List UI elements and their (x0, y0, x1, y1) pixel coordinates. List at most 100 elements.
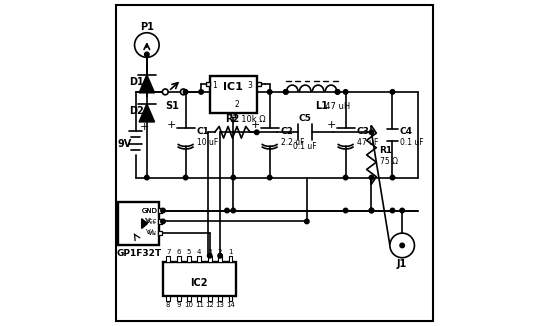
Text: 9: 9 (176, 302, 181, 308)
Text: Vᴵₙ: Vᴵₙ (148, 230, 157, 236)
Circle shape (369, 208, 374, 213)
Text: D1: D1 (129, 77, 144, 87)
Circle shape (183, 90, 188, 94)
Circle shape (163, 89, 168, 95)
Bar (218, 256, 222, 261)
Text: +: + (251, 120, 260, 130)
Text: 47 uF: 47 uF (357, 138, 378, 147)
Text: IC1: IC1 (223, 82, 243, 92)
Text: GND: GND (141, 208, 157, 214)
Text: 4: 4 (197, 249, 201, 255)
Text: 0.1 uF: 0.1 uF (400, 138, 423, 147)
Bar (218, 296, 222, 301)
Text: 14: 14 (226, 302, 235, 308)
Bar (208, 296, 212, 301)
Bar (187, 256, 191, 261)
Circle shape (283, 90, 288, 94)
Text: 7: 7 (166, 249, 170, 255)
Circle shape (183, 175, 188, 180)
Text: 0.1 uF: 0.1 uF (293, 142, 317, 151)
Circle shape (305, 219, 309, 224)
Circle shape (231, 175, 236, 180)
Text: 2: 2 (218, 249, 222, 255)
Circle shape (390, 90, 395, 94)
Text: C5: C5 (299, 114, 312, 123)
Bar (228, 296, 232, 301)
Circle shape (343, 208, 348, 213)
Text: C2: C2 (281, 127, 294, 136)
Text: J1: J1 (397, 259, 407, 269)
Bar (257, 82, 261, 86)
Circle shape (161, 208, 165, 213)
Text: C3: C3 (357, 127, 370, 136)
Text: L1: L1 (315, 101, 328, 111)
Text: V$_{cc}$: V$_{cc}$ (145, 216, 157, 227)
Text: 2: 2 (235, 100, 240, 109)
Text: P1: P1 (140, 22, 154, 32)
Text: 3: 3 (208, 249, 212, 255)
Circle shape (267, 175, 272, 180)
Text: 12: 12 (205, 302, 214, 308)
Text: IC2: IC2 (191, 278, 208, 288)
Polygon shape (139, 104, 155, 122)
Circle shape (400, 243, 405, 248)
Text: 11: 11 (195, 302, 204, 308)
Circle shape (343, 175, 348, 180)
Circle shape (400, 208, 405, 213)
Text: 9V: 9V (117, 139, 132, 149)
Bar (198, 296, 201, 301)
Circle shape (144, 175, 149, 180)
Bar (163, 261, 236, 296)
Text: D2: D2 (129, 106, 144, 116)
Circle shape (390, 233, 414, 258)
Text: 3: 3 (248, 81, 253, 90)
Text: +: + (167, 120, 176, 130)
Text: 6: 6 (176, 249, 181, 255)
Text: 1: 1 (228, 249, 233, 255)
Circle shape (218, 254, 222, 258)
Text: 13: 13 (216, 302, 225, 308)
Circle shape (161, 219, 165, 224)
Text: V$_{IN}$: V$_{IN}$ (145, 228, 157, 238)
Circle shape (144, 52, 149, 57)
Circle shape (283, 90, 288, 94)
Circle shape (225, 208, 229, 213)
Circle shape (135, 33, 159, 57)
Text: 10k Ω: 10k Ω (236, 115, 265, 124)
Circle shape (254, 130, 259, 135)
Bar (119, 202, 159, 245)
Bar (158, 219, 162, 224)
Text: 75 Ω: 75 Ω (379, 157, 397, 166)
Text: 10 uF: 10 uF (197, 138, 218, 147)
Text: 5: 5 (187, 249, 191, 255)
Bar (198, 256, 201, 261)
Text: 2.2 uF: 2.2 uF (281, 138, 305, 147)
Circle shape (199, 90, 203, 94)
Circle shape (343, 90, 348, 94)
Circle shape (335, 90, 340, 94)
Bar (231, 113, 235, 117)
Bar (177, 256, 181, 261)
Bar (166, 256, 170, 261)
Circle shape (181, 89, 186, 95)
Circle shape (267, 90, 272, 94)
Text: +: + (139, 123, 149, 132)
Bar (208, 256, 212, 261)
Text: S1: S1 (166, 101, 180, 111)
Text: R1: R1 (379, 146, 393, 155)
Text: R2: R2 (225, 114, 239, 124)
Bar (158, 231, 162, 235)
Text: C1: C1 (197, 127, 210, 136)
Bar (206, 82, 210, 86)
Circle shape (369, 130, 374, 135)
Polygon shape (142, 219, 148, 229)
Circle shape (390, 208, 395, 213)
Bar (166, 296, 170, 301)
Circle shape (231, 208, 236, 213)
Bar (228, 256, 232, 261)
Text: 8: 8 (166, 302, 170, 308)
Circle shape (208, 254, 212, 258)
Bar (158, 208, 162, 213)
Bar (187, 296, 191, 301)
Text: GP1F32T: GP1F32T (116, 249, 161, 258)
